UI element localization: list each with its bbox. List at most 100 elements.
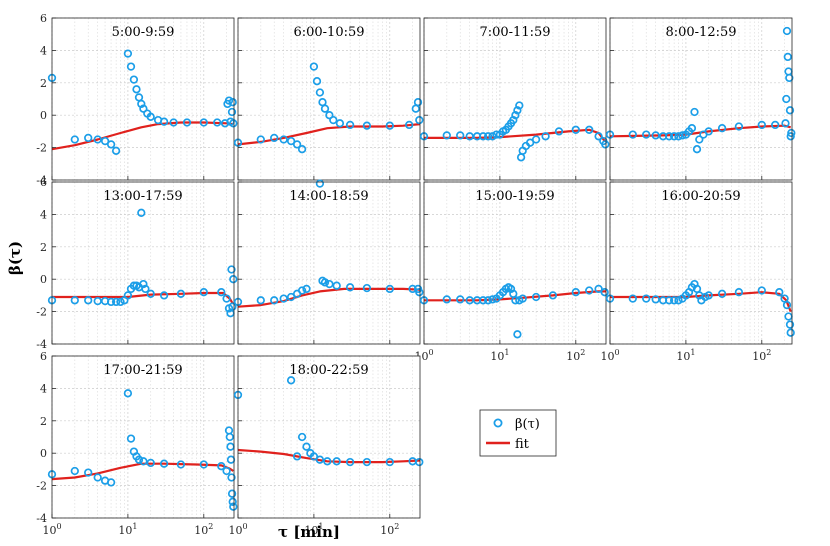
data-point bbox=[385, 121, 394, 130]
data-point bbox=[217, 462, 226, 471]
data-point bbox=[159, 291, 169, 300]
data-point bbox=[628, 130, 637, 139]
data-point bbox=[70, 466, 79, 476]
panel-background bbox=[238, 18, 420, 180]
data-point bbox=[695, 135, 704, 144]
panel-background bbox=[424, 182, 606, 344]
panel-2: 6:00-10:59 bbox=[233, 17, 424, 181]
data-point bbox=[141, 284, 150, 294]
x-tick-label: 100 bbox=[600, 348, 619, 363]
data-point bbox=[642, 130, 651, 139]
data-point bbox=[442, 131, 451, 140]
data-point bbox=[100, 136, 110, 146]
data-point bbox=[229, 119, 238, 128]
data-point bbox=[734, 288, 744, 297]
data-point bbox=[84, 468, 93, 477]
data-point bbox=[531, 135, 541, 144]
data-point bbox=[456, 295, 465, 304]
scatter-series bbox=[47, 208, 238, 318]
minor-grid bbox=[260, 182, 413, 344]
data-point bbox=[332, 281, 341, 290]
panel-frame bbox=[51, 355, 235, 519]
panel-background bbox=[424, 18, 606, 180]
data-point bbox=[775, 288, 784, 297]
data-point bbox=[511, 111, 520, 120]
panel-3: 7:00-11:59 bbox=[419, 17, 610, 181]
data-point bbox=[292, 140, 302, 149]
ticks bbox=[51, 17, 205, 181]
fit-line bbox=[237, 123, 421, 146]
data-point bbox=[478, 296, 488, 305]
data-point bbox=[227, 265, 236, 274]
data-point bbox=[217, 288, 226, 297]
data-point bbox=[674, 296, 683, 305]
data-point bbox=[734, 122, 744, 131]
data-point bbox=[488, 132, 497, 141]
fit-line bbox=[51, 121, 233, 151]
panel-frame bbox=[609, 181, 793, 345]
panel-title: 8:00-12:59 bbox=[665, 25, 736, 40]
panel-title: 14:00-18:59 bbox=[289, 189, 368, 204]
y-tick-label: 0 bbox=[40, 273, 47, 286]
data-point bbox=[385, 457, 394, 467]
panel-background bbox=[238, 356, 420, 518]
data-point bbox=[483, 296, 493, 305]
data-point bbox=[325, 279, 334, 289]
data-point bbox=[594, 132, 603, 141]
x-axis-label: τ [min] bbox=[278, 523, 340, 541]
panel-1: 5:00-9:59 -4 -2 0 2 4 6 bbox=[36, 12, 238, 187]
data-point bbox=[757, 120, 766, 130]
data-point bbox=[345, 457, 355, 467]
data-point bbox=[312, 77, 322, 86]
y-tick-label: 2 bbox=[40, 241, 47, 254]
data-point bbox=[146, 289, 155, 298]
legend-marker-data bbox=[493, 418, 503, 428]
data-point bbox=[669, 296, 679, 305]
panel-background bbox=[610, 18, 792, 180]
data-point bbox=[408, 284, 417, 294]
data-point bbox=[786, 132, 795, 141]
panel-5: 13:00-17:59 -4 -2 0 2 4 6 bbox=[36, 176, 238, 351]
ticks bbox=[609, 17, 763, 181]
panel-background bbox=[52, 18, 234, 180]
data-point bbox=[669, 132, 679, 141]
data-point bbox=[137, 208, 146, 217]
data-point bbox=[315, 179, 325, 188]
data-point bbox=[229, 275, 238, 284]
panel-9: 17:00-21:59 -4 -2 0 2 4 6 100 101 102 bbox=[36, 350, 238, 537]
data-point bbox=[169, 118, 178, 127]
data-point bbox=[126, 62, 136, 71]
x-tick-label: 102 bbox=[194, 522, 213, 537]
x-tick-label: 102 bbox=[752, 348, 771, 363]
data-point bbox=[134, 455, 144, 464]
data-point bbox=[325, 111, 334, 120]
data-point bbox=[111, 297, 121, 307]
data-point bbox=[585, 125, 594, 134]
data-point bbox=[385, 284, 394, 294]
data-point bbox=[628, 294, 637, 303]
panel-frame bbox=[237, 355, 421, 519]
panel-frame bbox=[423, 181, 607, 345]
data-point bbox=[785, 106, 795, 115]
data-point bbox=[690, 107, 699, 117]
panel-8: 16:00-20:59 100 101 102 bbox=[600, 181, 795, 363]
x-tick-label: 101 bbox=[118, 522, 137, 537]
data-point bbox=[213, 118, 222, 127]
panel-background bbox=[52, 356, 234, 518]
data-point bbox=[782, 94, 791, 104]
data-point bbox=[228, 98, 237, 107]
data-point bbox=[123, 389, 133, 398]
panel-frame bbox=[237, 181, 421, 345]
data-point bbox=[227, 489, 237, 498]
data-point bbox=[228, 302, 237, 311]
y-tick-label: 0 bbox=[40, 447, 47, 460]
data-point bbox=[335, 119, 345, 128]
data-point bbox=[302, 442, 311, 451]
legend-label-data: β(τ) bbox=[515, 417, 540, 432]
y-tick-label: -2 bbox=[36, 480, 47, 493]
minor-grid bbox=[260, 356, 413, 518]
scatter-series bbox=[47, 389, 238, 511]
data-point bbox=[518, 294, 527, 303]
minor-grid bbox=[446, 182, 599, 344]
